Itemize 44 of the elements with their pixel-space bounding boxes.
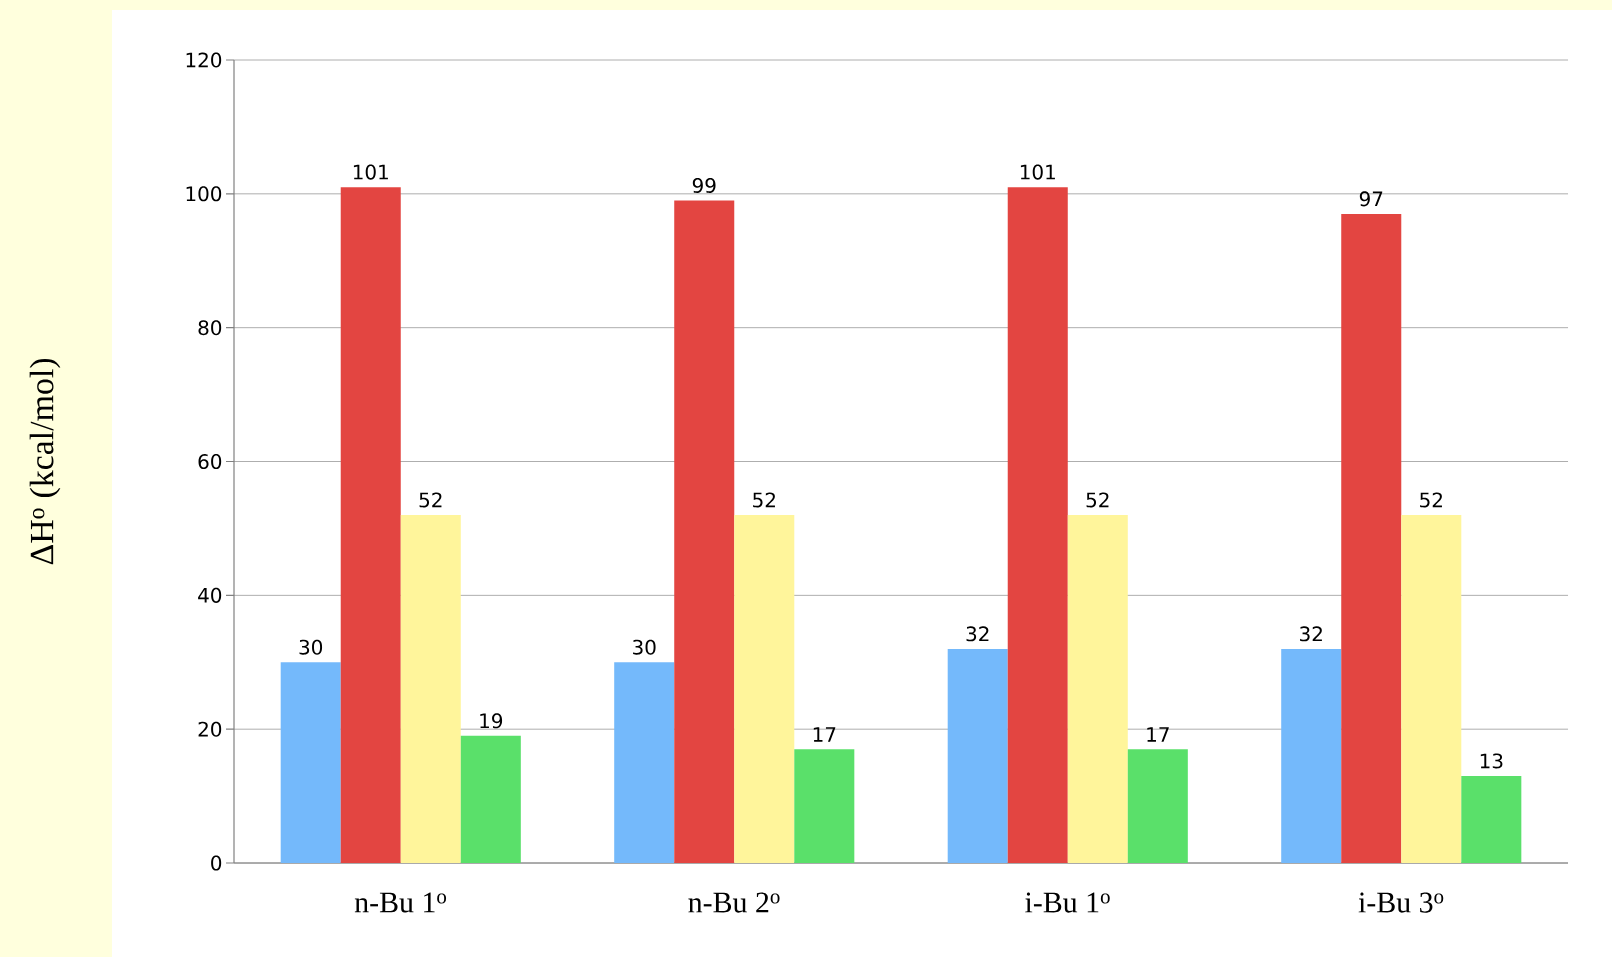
- y-tick-label: 40: [198, 587, 222, 603]
- x-tick-label: i-Bu 3$^{o}$: [1358, 892, 1444, 913]
- data-label: 30: [299, 639, 323, 655]
- bar: [794, 749, 855, 864]
- data-label: 17: [813, 727, 836, 742]
- data-label: 97: [1359, 191, 1383, 207]
- bar: [674, 200, 735, 864]
- x-tick-label: n-Bu 2$^{o}$: [688, 892, 780, 913]
- data-label: 52: [419, 492, 442, 508]
- bar: [400, 515, 461, 864]
- y-tick-label: 20: [198, 721, 222, 737]
- bar: [734, 515, 795, 864]
- data-label: 19: [480, 713, 503, 729]
- bar: [340, 187, 401, 864]
- data-label: 52: [1420, 492, 1442, 508]
- bar: [460, 735, 521, 864]
- bar: [1461, 776, 1522, 864]
- y-axis-title: ΔH$^{o}$ (kcal/mol): [29, 358, 61, 565]
- y-tick-label: 80: [198, 320, 222, 336]
- x-tick-label: i-Bu 1$^{o}$: [1025, 892, 1110, 913]
- bar: [280, 662, 341, 864]
- bar: [1401, 515, 1462, 864]
- y-tick-label: 120: [186, 52, 222, 68]
- bar: [1007, 187, 1068, 864]
- bar: [1127, 749, 1188, 864]
- data-label: 101: [1020, 164, 1055, 180]
- bar: [1281, 648, 1342, 864]
- data-label: 52: [753, 492, 775, 508]
- bar: [1067, 515, 1128, 864]
- data-label: 30: [633, 639, 656, 655]
- data-label: 101: [353, 164, 388, 180]
- y-tick-label: 100: [186, 186, 222, 202]
- bar: [614, 662, 675, 864]
- y-tick-label: 60: [198, 453, 222, 470]
- data-label: 52: [1086, 492, 1109, 508]
- y-tick-label: 0: [211, 855, 222, 871]
- data-label: 32: [966, 626, 989, 642]
- data-label: 13: [1480, 753, 1503, 769]
- data-label: 17: [1147, 727, 1169, 742]
- bar: [947, 648, 1008, 864]
- data-label: 99: [692, 177, 716, 194]
- x-tick-label: n-Bu 1$^{o}$: [354, 892, 447, 913]
- data-label: 32: [1300, 626, 1322, 642]
- bar: [1341, 213, 1402, 864]
